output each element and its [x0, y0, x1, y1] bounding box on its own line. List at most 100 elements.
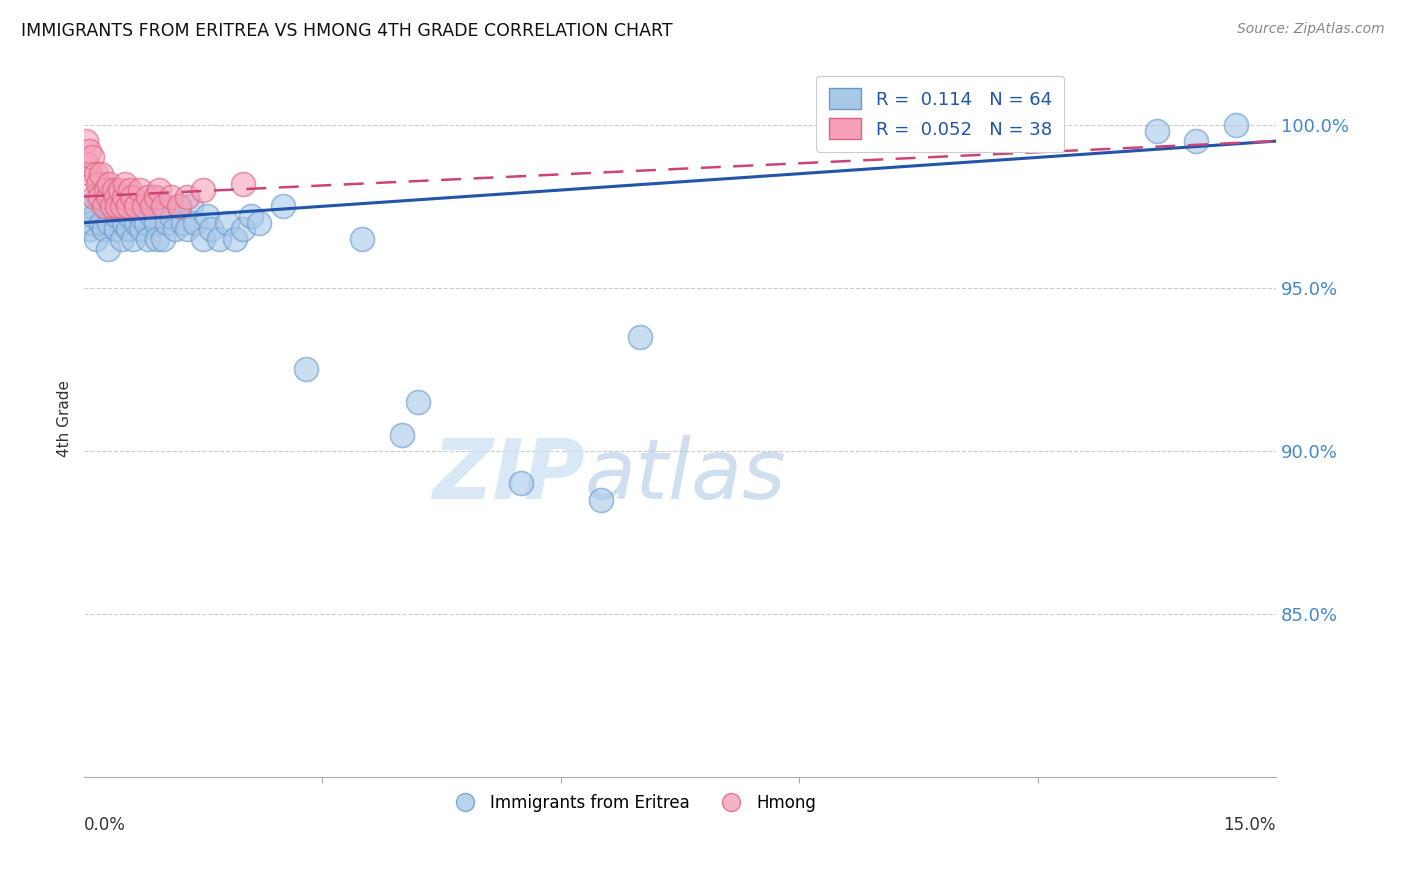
Point — [141, 199, 163, 213]
Point — [122, 232, 145, 246]
Point — [108, 183, 131, 197]
Point — [80, 216, 103, 230]
Point — [200, 222, 222, 236]
Point — [104, 222, 127, 236]
Point — [79, 222, 101, 236]
Point — [75, 134, 97, 148]
Point — [87, 177, 110, 191]
Point — [101, 199, 124, 213]
Legend: Immigrants from Eritrea, Hmong: Immigrants from Eritrea, Hmong — [441, 788, 823, 819]
Point — [136, 232, 159, 246]
Point — [160, 209, 183, 223]
Point — [146, 232, 169, 246]
Point — [141, 209, 163, 223]
Point — [120, 209, 142, 223]
Point — [80, 150, 103, 164]
Text: Source: ZipAtlas.com: Source: ZipAtlas.com — [1237, 22, 1385, 37]
Point — [97, 242, 120, 256]
Point — [111, 232, 134, 246]
Text: IMMIGRANTS FROM ERITREA VS HMONG 4TH GRADE CORRELATION CHART: IMMIGRANTS FROM ERITREA VS HMONG 4TH GRA… — [21, 22, 672, 40]
Point — [148, 183, 170, 197]
Point — [104, 189, 127, 203]
Point — [142, 189, 165, 203]
Point — [84, 232, 107, 246]
Point — [132, 199, 155, 213]
Point — [156, 216, 179, 230]
Text: atlas: atlas — [585, 435, 786, 516]
Point — [96, 183, 118, 197]
Point — [128, 183, 150, 197]
Point — [79, 167, 101, 181]
Point — [135, 216, 157, 230]
Point — [176, 222, 198, 236]
Point — [136, 189, 159, 203]
Point — [128, 209, 150, 223]
Point — [1225, 118, 1247, 132]
Point — [239, 209, 262, 223]
Point — [176, 189, 198, 203]
Point — [224, 232, 246, 246]
Point — [101, 183, 124, 197]
Point — [208, 232, 231, 246]
Point — [90, 216, 112, 230]
Point — [1185, 134, 1208, 148]
Point — [103, 199, 125, 213]
Point — [89, 189, 111, 203]
Y-axis label: 4th Grade: 4th Grade — [58, 380, 72, 457]
Point — [169, 199, 191, 213]
Point — [121, 189, 143, 203]
Point — [117, 222, 139, 236]
Point — [105, 199, 128, 213]
Point — [112, 216, 135, 230]
Point — [93, 222, 115, 236]
Point — [97, 189, 120, 203]
Point — [129, 222, 152, 236]
Point — [184, 216, 207, 230]
Point — [152, 232, 174, 246]
Point — [589, 492, 612, 507]
Point — [271, 199, 294, 213]
Point — [160, 189, 183, 203]
Point — [96, 199, 118, 213]
Point — [120, 183, 142, 197]
Text: 15.0%: 15.0% — [1223, 816, 1277, 834]
Point — [114, 177, 136, 191]
Point — [145, 216, 167, 230]
Point — [152, 199, 174, 213]
Point — [352, 232, 374, 246]
Point — [108, 189, 131, 203]
Point — [114, 199, 136, 213]
Point — [510, 476, 533, 491]
Point — [84, 167, 107, 181]
Point — [103, 183, 125, 197]
Point — [77, 144, 100, 158]
Point — [232, 177, 254, 191]
Point — [193, 232, 215, 246]
Point — [76, 157, 98, 171]
Point — [1146, 124, 1168, 138]
Point — [628, 330, 651, 344]
Point — [391, 427, 413, 442]
Point — [121, 199, 143, 213]
Point — [232, 222, 254, 236]
Point — [93, 199, 115, 213]
Point — [247, 216, 270, 230]
Point — [90, 167, 112, 181]
Point — [77, 199, 100, 213]
Point — [145, 189, 167, 203]
Point — [169, 199, 191, 213]
Point — [295, 362, 318, 376]
Point — [180, 199, 202, 213]
Point — [111, 199, 134, 213]
Point — [132, 199, 155, 213]
Point — [195, 209, 218, 223]
Point — [148, 199, 170, 213]
Point — [124, 199, 146, 213]
Text: 0.0%: 0.0% — [84, 816, 127, 834]
Point — [165, 222, 187, 236]
Point — [87, 189, 110, 203]
Point — [406, 395, 429, 409]
Point — [117, 199, 139, 213]
Point — [89, 177, 111, 191]
Point — [83, 209, 105, 223]
